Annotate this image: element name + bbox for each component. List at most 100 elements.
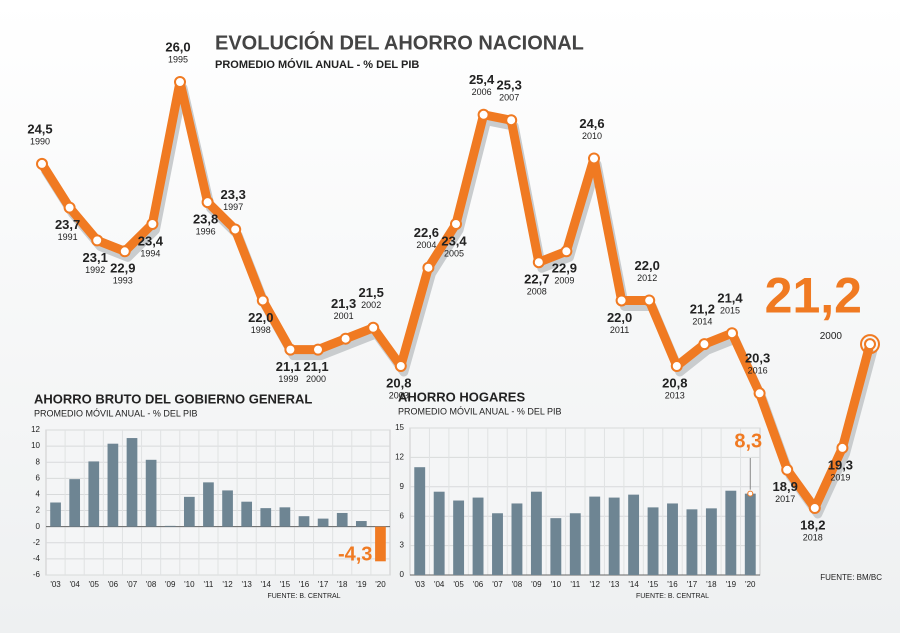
x-label: 2012 bbox=[637, 273, 657, 283]
bar bbox=[686, 509, 698, 575]
value-label: 24,5 bbox=[27, 121, 52, 136]
y-tick-label: 0 bbox=[36, 522, 41, 531]
value-label: 22,0 bbox=[607, 310, 632, 325]
x-label: 1990 bbox=[30, 136, 50, 146]
bar bbox=[414, 467, 426, 575]
value-label: 20,8 bbox=[386, 375, 411, 390]
x-tick-label: '08 bbox=[512, 580, 523, 589]
x-label: 2010 bbox=[582, 131, 602, 141]
value-label: 22,9 bbox=[110, 261, 135, 276]
y-tick-label: 12 bbox=[395, 453, 404, 462]
x-label: 2009 bbox=[554, 276, 574, 286]
x-tick-label: '03 bbox=[415, 580, 426, 589]
x-label: 1995 bbox=[168, 54, 188, 64]
bar bbox=[279, 507, 291, 527]
value-label: 19,3 bbox=[828, 457, 853, 472]
value-label: 21,2 bbox=[765, 267, 862, 323]
bar bbox=[453, 500, 465, 575]
value-label: 18,9 bbox=[773, 479, 798, 494]
chart-subtitle: PROMEDIO MÓVIL ANUAL - % DEL PIB bbox=[34, 408, 198, 418]
x-label: 2014 bbox=[692, 317, 712, 327]
chart-subtitle: PROMEDIO MÓVIL ANUAL - % DEL PIB bbox=[398, 406, 562, 416]
bar bbox=[260, 508, 272, 527]
point bbox=[174, 76, 186, 88]
x-tick-label: '04 bbox=[434, 580, 445, 589]
x-label: 2004 bbox=[416, 240, 436, 250]
value-label: 8,3 bbox=[734, 430, 762, 452]
x-label: 1993 bbox=[113, 276, 133, 286]
point bbox=[256, 294, 269, 307]
bar bbox=[164, 525, 176, 527]
value-label: 21,5 bbox=[359, 285, 384, 300]
chart-title: EVOLUCIÓN DEL AHORRO NACIONAL bbox=[215, 30, 584, 54]
bar bbox=[589, 496, 601, 575]
y-tick-label: 2 bbox=[36, 506, 41, 515]
bar bbox=[355, 521, 367, 527]
bar bbox=[222, 490, 233, 527]
chart-title: AHORRO BRUTO DEL GOBIERNO GENERAL bbox=[34, 391, 312, 406]
x-tick-label: '15 bbox=[280, 580, 291, 589]
x-label: 2008 bbox=[527, 287, 547, 297]
point bbox=[560, 245, 573, 258]
point bbox=[836, 441, 849, 454]
bar bbox=[145, 459, 157, 527]
point bbox=[588, 152, 600, 165]
point bbox=[643, 294, 656, 307]
x-label: 2019 bbox=[830, 472, 850, 482]
x-label: 2000 bbox=[820, 331, 843, 342]
bar bbox=[69, 479, 81, 527]
x-label: 1998 bbox=[251, 325, 271, 335]
value-label: 21,2 bbox=[690, 302, 715, 317]
point bbox=[63, 201, 76, 214]
value-label: 23,7 bbox=[55, 217, 80, 232]
value-label: 23,3 bbox=[221, 187, 246, 202]
x-tick-label: '03 bbox=[50, 580, 61, 589]
point bbox=[532, 256, 545, 269]
value-label: 23,4 bbox=[138, 233, 164, 248]
value-label: 22,9 bbox=[552, 261, 577, 276]
x-tick-label: '14 bbox=[261, 580, 272, 589]
x-label: 2017 bbox=[775, 494, 795, 504]
y-tick-label: -2 bbox=[33, 538, 41, 547]
value-label: 22,0 bbox=[248, 310, 273, 325]
x-label: 2016 bbox=[748, 366, 768, 376]
x-label: 2018 bbox=[803, 532, 823, 542]
point-ring bbox=[860, 334, 880, 355]
bar bbox=[608, 497, 620, 575]
x-label: 2006 bbox=[472, 87, 492, 97]
value-label: 21,1 bbox=[276, 359, 301, 374]
x-label: 2002 bbox=[361, 300, 381, 310]
y-tick-label: 3 bbox=[400, 541, 405, 550]
point bbox=[312, 343, 324, 356]
y-tick-label: 4 bbox=[36, 490, 41, 499]
x-tick-label: '11 bbox=[570, 580, 580, 589]
x-tick-label: '16 bbox=[667, 580, 678, 589]
x-tick-label: '18 bbox=[706, 580, 717, 589]
x-tick-label: '17 bbox=[318, 580, 329, 589]
point bbox=[36, 157, 48, 170]
bar bbox=[647, 507, 659, 575]
source: FUENTE: B. CENTRAL bbox=[636, 593, 709, 600]
point bbox=[367, 321, 380, 334]
point bbox=[781, 463, 794, 476]
point bbox=[118, 245, 131, 258]
x-tick-label: '18 bbox=[337, 580, 348, 589]
point bbox=[229, 223, 242, 236]
y-tick-label: 8 bbox=[36, 457, 41, 466]
source: FUENTE: BM/BC bbox=[820, 573, 882, 582]
point bbox=[670, 360, 683, 372]
x-label: 1992 bbox=[85, 265, 105, 275]
x-tick-label: '06 bbox=[473, 580, 484, 589]
bar bbox=[472, 497, 484, 575]
bar bbox=[375, 526, 386, 562]
bar bbox=[725, 490, 737, 575]
x-tick-label: '11 bbox=[204, 580, 214, 589]
point bbox=[726, 327, 738, 340]
bar bbox=[628, 494, 640, 575]
x-label: 2007 bbox=[499, 93, 519, 103]
bar bbox=[530, 491, 542, 575]
value-label: 25,4 bbox=[469, 72, 495, 87]
point bbox=[91, 234, 104, 247]
label-dot bbox=[747, 490, 754, 497]
